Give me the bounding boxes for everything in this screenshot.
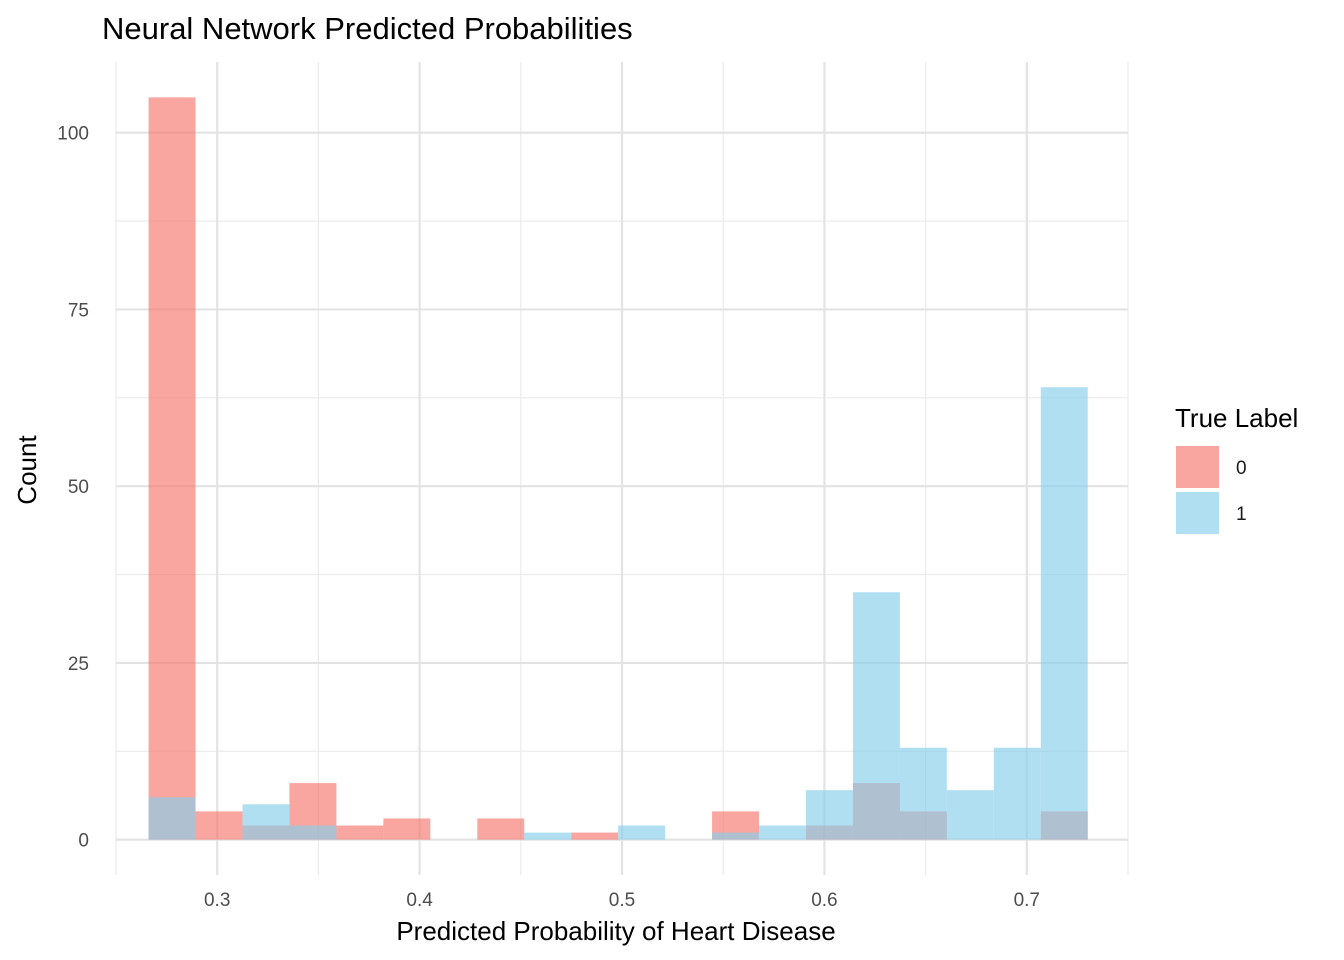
bar-series-1-bin-17 (946, 790, 994, 840)
bar-series-1-bin-16 (899, 747, 947, 840)
bar-series-1-bin-2 (242, 804, 290, 840)
bar-series-0-bin-4 (336, 825, 384, 840)
bar-series-0-bin-1 (195, 811, 243, 840)
bar-series-0-bin-7 (477, 818, 525, 840)
bar-series-1-bin-0 (148, 797, 196, 840)
x-tick-label: 0.3 (204, 890, 230, 911)
x-tick-label: 0.7 (1014, 890, 1040, 911)
y-axis-title: Count (12, 435, 42, 505)
y-axis-ticks: 0 25 50 75 100 (57, 124, 89, 852)
bar-series-1-bin-3 (289, 825, 337, 840)
y-tick-label: 75 (68, 300, 89, 321)
bar-series-1-bin-19 (1040, 387, 1088, 840)
bar-series-1-bin-8 (524, 832, 572, 840)
bar-series-1-bin-18 (993, 747, 1041, 840)
bar-series-1-bin-15 (852, 592, 900, 840)
bar-series-1-bin-12 (712, 832, 760, 840)
x-tick-label: 0.6 (811, 890, 837, 911)
bar-series-0-bin-5 (383, 818, 431, 840)
x-tick-label: 0.5 (609, 890, 635, 911)
y-tick-label: 100 (57, 124, 89, 145)
x-axis-title: Predicted Probability of Heart Disease (396, 916, 835, 946)
legend-label-1: 1 (1236, 504, 1247, 525)
y-tick-label: 50 (68, 477, 89, 498)
bars (148, 97, 1088, 840)
grid (115, 62, 1129, 875)
legend-key-0 (1176, 446, 1219, 488)
x-tick-label: 0.4 (406, 890, 433, 911)
bar-series-1-bin-14 (805, 790, 853, 840)
legend-key-1 (1176, 492, 1219, 534)
legend-title: True Label (1175, 403, 1298, 433)
bar-series-1-bin-13 (759, 825, 806, 840)
bar-series-1-bin-10 (618, 825, 666, 840)
y-tick-label: 0 (78, 831, 89, 852)
x-axis-ticks: 0.3 0.4 0.5 0.6 0.7 (204, 890, 1040, 911)
bar-series-0-bin-9 (571, 832, 619, 840)
y-tick-label: 25 (68, 654, 89, 675)
bar-series-0-bin-0 (148, 97, 196, 840)
legend: True Label 0 1 (1175, 403, 1298, 534)
chart-title: Neural Network Predicted Probabilities (102, 11, 633, 46)
legend-label-0: 0 (1236, 458, 1247, 479)
